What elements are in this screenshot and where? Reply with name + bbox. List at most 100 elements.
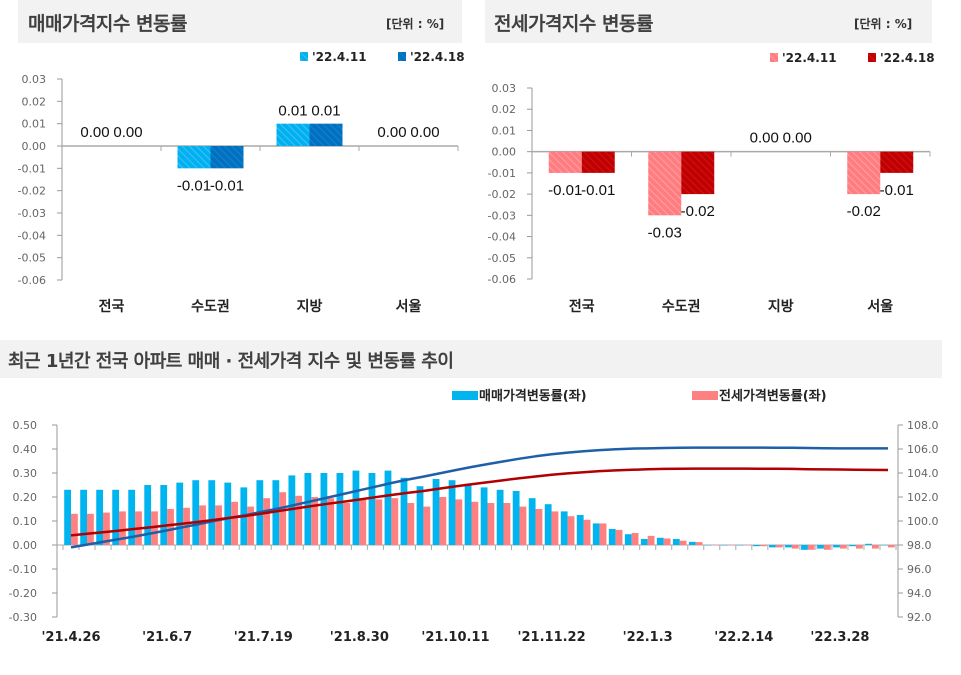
right-tick-label: 104.0 xyxy=(907,467,939,480)
sale-rate-bar xyxy=(544,504,552,545)
jeonse-rate-bar xyxy=(791,545,799,549)
sale-rate-bar xyxy=(416,486,424,545)
legend-label: '22.4.18 xyxy=(880,51,935,65)
legend-label: '22.4.11 xyxy=(312,50,367,64)
bar-week2 xyxy=(309,123,343,146)
sale-rate-bar xyxy=(801,545,808,550)
trend-chart-title: 최근 1년간 전국 아파트 매매 · 전세가격 지수 및 변동률 추이 xyxy=(8,351,454,372)
jeonse-rate-bar xyxy=(327,498,335,545)
sale-rate-bar xyxy=(80,489,88,545)
left-tick-label: 0.20 xyxy=(13,491,38,504)
sale-rate-bar xyxy=(865,543,872,545)
bar-week1 xyxy=(648,151,682,216)
category-label: 수도권 xyxy=(662,299,701,315)
sale-rate-bar xyxy=(833,545,840,548)
sale-rate-bar xyxy=(448,480,456,545)
jeonse-rate-bar xyxy=(215,505,222,545)
left-tick-label: 0.40 xyxy=(13,443,38,456)
sale-rate-bar xyxy=(384,470,392,545)
category-label: 서울 xyxy=(396,298,422,315)
data-label: 0.00 xyxy=(377,124,406,141)
jeonse-rate-bar xyxy=(423,506,431,545)
x-tick-label: '22.3.28 xyxy=(810,630,869,645)
jeonse-rate-bar xyxy=(263,498,271,545)
sale-rate-bar xyxy=(64,489,71,545)
bar-week2 xyxy=(681,151,715,195)
y-tick-label: -0.02 xyxy=(488,188,516,201)
y-tick-label: 0.02 xyxy=(22,95,47,108)
y-tick-label: -0.03 xyxy=(18,207,46,220)
x-tick-label: '22.2.14 xyxy=(714,630,773,645)
category-label: 전국 xyxy=(99,298,125,315)
sale-chart-title: 매매가격지수 변동률 xyxy=(28,13,187,35)
jeonse-rate-bar xyxy=(663,538,671,545)
jeonse-rate-bar xyxy=(391,498,399,545)
sale-rate-bar xyxy=(560,511,568,545)
sale-rate-bar xyxy=(352,470,360,545)
left-tick-label: -0.20 xyxy=(9,587,37,600)
jeonse-rate-bar xyxy=(503,503,511,545)
x-tick-label: '21.7.19 xyxy=(234,630,293,645)
sale-rate-bar xyxy=(96,489,104,545)
sale-rate-bar xyxy=(817,545,824,549)
jeonse-rate-bar xyxy=(231,501,238,545)
y-tick-label: -0.04 xyxy=(18,229,46,242)
right-tick-label: 106.0 xyxy=(907,443,939,456)
y-tick-label: 0.03 xyxy=(492,82,517,95)
x-tick-label: '21.4.26 xyxy=(41,630,100,645)
sale-rate-bar xyxy=(656,537,664,545)
jeonse-rate-bar xyxy=(87,513,94,545)
y-tick-label: -0.04 xyxy=(488,231,516,244)
bar-week2 xyxy=(581,151,615,173)
category-label: 서울 xyxy=(867,298,893,315)
category-label: 지방 xyxy=(297,298,323,315)
legend-label: '22.4.18 xyxy=(410,50,465,64)
y-tick-label: 0.02 xyxy=(492,103,517,116)
jeonse-rate-bar xyxy=(311,497,319,545)
data-label: 0.00 xyxy=(113,124,142,141)
sale-unit-label: [단위 : %] xyxy=(386,17,445,31)
category-label: 수도권 xyxy=(191,299,230,315)
jeonse-rate-bar xyxy=(615,529,623,545)
sale-rate-bar xyxy=(592,523,600,545)
jeonse-rate-bar xyxy=(679,540,687,545)
x-tick-label: '21.6.7 xyxy=(142,630,192,645)
jeonse-rate-bar xyxy=(871,545,879,549)
jeonse-rate-bar xyxy=(71,513,78,545)
bar-week1 xyxy=(177,146,211,169)
sale-rate-bar xyxy=(480,487,488,545)
sale-rate-bar xyxy=(688,541,696,545)
data-label: -0.01 xyxy=(880,182,914,199)
left-tick-label: -0.10 xyxy=(9,563,37,576)
data-label: -0.01 xyxy=(210,177,244,194)
jeonse-rate-bar xyxy=(167,509,174,545)
sale-rate-bar xyxy=(496,489,504,545)
sale-rate-bar xyxy=(128,489,136,545)
right-tick-label: 94.0 xyxy=(907,587,932,600)
jeonse-rate-bar xyxy=(567,516,575,545)
jeonse-rate-bar xyxy=(151,511,158,545)
jeonse-rate-bar xyxy=(439,497,447,545)
jeonse-rate-bar xyxy=(599,523,607,545)
jeonse-rate-bar xyxy=(199,505,206,545)
sale-rate-bar xyxy=(720,545,728,546)
jeonse-rate-bar xyxy=(455,499,463,545)
y-tick-label: -0.06 xyxy=(488,273,516,286)
y-tick-label: -0.06 xyxy=(18,274,46,287)
sale-rate-bar xyxy=(737,545,744,546)
jeonse-rate-bar xyxy=(295,495,303,545)
x-tick-label: '21.8.30 xyxy=(330,630,389,645)
data-label: 0.01 xyxy=(311,103,340,120)
sale-rate-bar xyxy=(192,480,200,545)
left-tick-label: 0.00 xyxy=(13,539,38,552)
data-label: 0.00 xyxy=(80,124,109,141)
sale-rate-bar xyxy=(753,545,760,547)
sale-change-chart: 0.03 0.02 0.01 0.00 -0.01 -0.02 -0.03 -0.04 -0.0… xyxy=(18,50,465,315)
sale-rate-bar xyxy=(368,473,376,545)
sale-rate-bar xyxy=(160,485,168,545)
jeonse-title-bar xyxy=(485,0,932,43)
sale-rate-bar xyxy=(704,545,712,546)
y-tick-label: 0.00 xyxy=(492,146,517,159)
y-tick-label: 0.01 xyxy=(492,124,517,137)
sale-rate-bar xyxy=(512,491,520,545)
